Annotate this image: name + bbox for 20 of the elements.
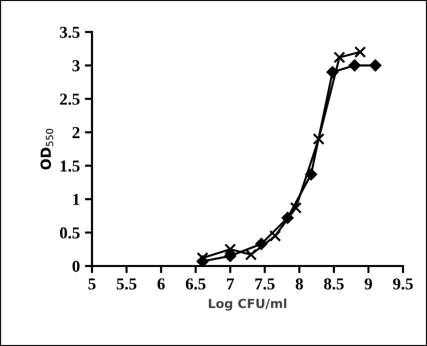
y-tick-label: 1.5: [60, 160, 80, 172]
x-tick-label: 9.5: [393, 278, 413, 290]
x-tick-label: 9: [364, 278, 372, 290]
y-tick-label: 1: [73, 194, 80, 205]
x-tick-label: 6: [158, 278, 165, 290]
x-tick-label: 7.5: [255, 278, 275, 290]
x-tick-label: 5.5: [116, 278, 136, 290]
y-tick-label: 3: [72, 60, 80, 72]
y-tick-label: 2.5: [60, 94, 80, 105]
x-tick-label: 8: [296, 278, 303, 290]
x-tick-label: 6.5: [186, 278, 206, 290]
y-tick-label: 0.5: [60, 227, 80, 239]
y-axis-title: OD$_{550}$: [40, 128, 54, 170]
y-tick-label: 2: [72, 127, 80, 138]
x-tick-label: 7: [227, 278, 234, 290]
x-tick-label: 8.5: [324, 278, 344, 290]
x-axis-title: Log CFU/ml: [208, 298, 286, 311]
x-tick-label: 5: [88, 278, 96, 290]
y-tick-label: 0: [72, 260, 80, 272]
y-tick-label: 3.5: [60, 26, 80, 38]
